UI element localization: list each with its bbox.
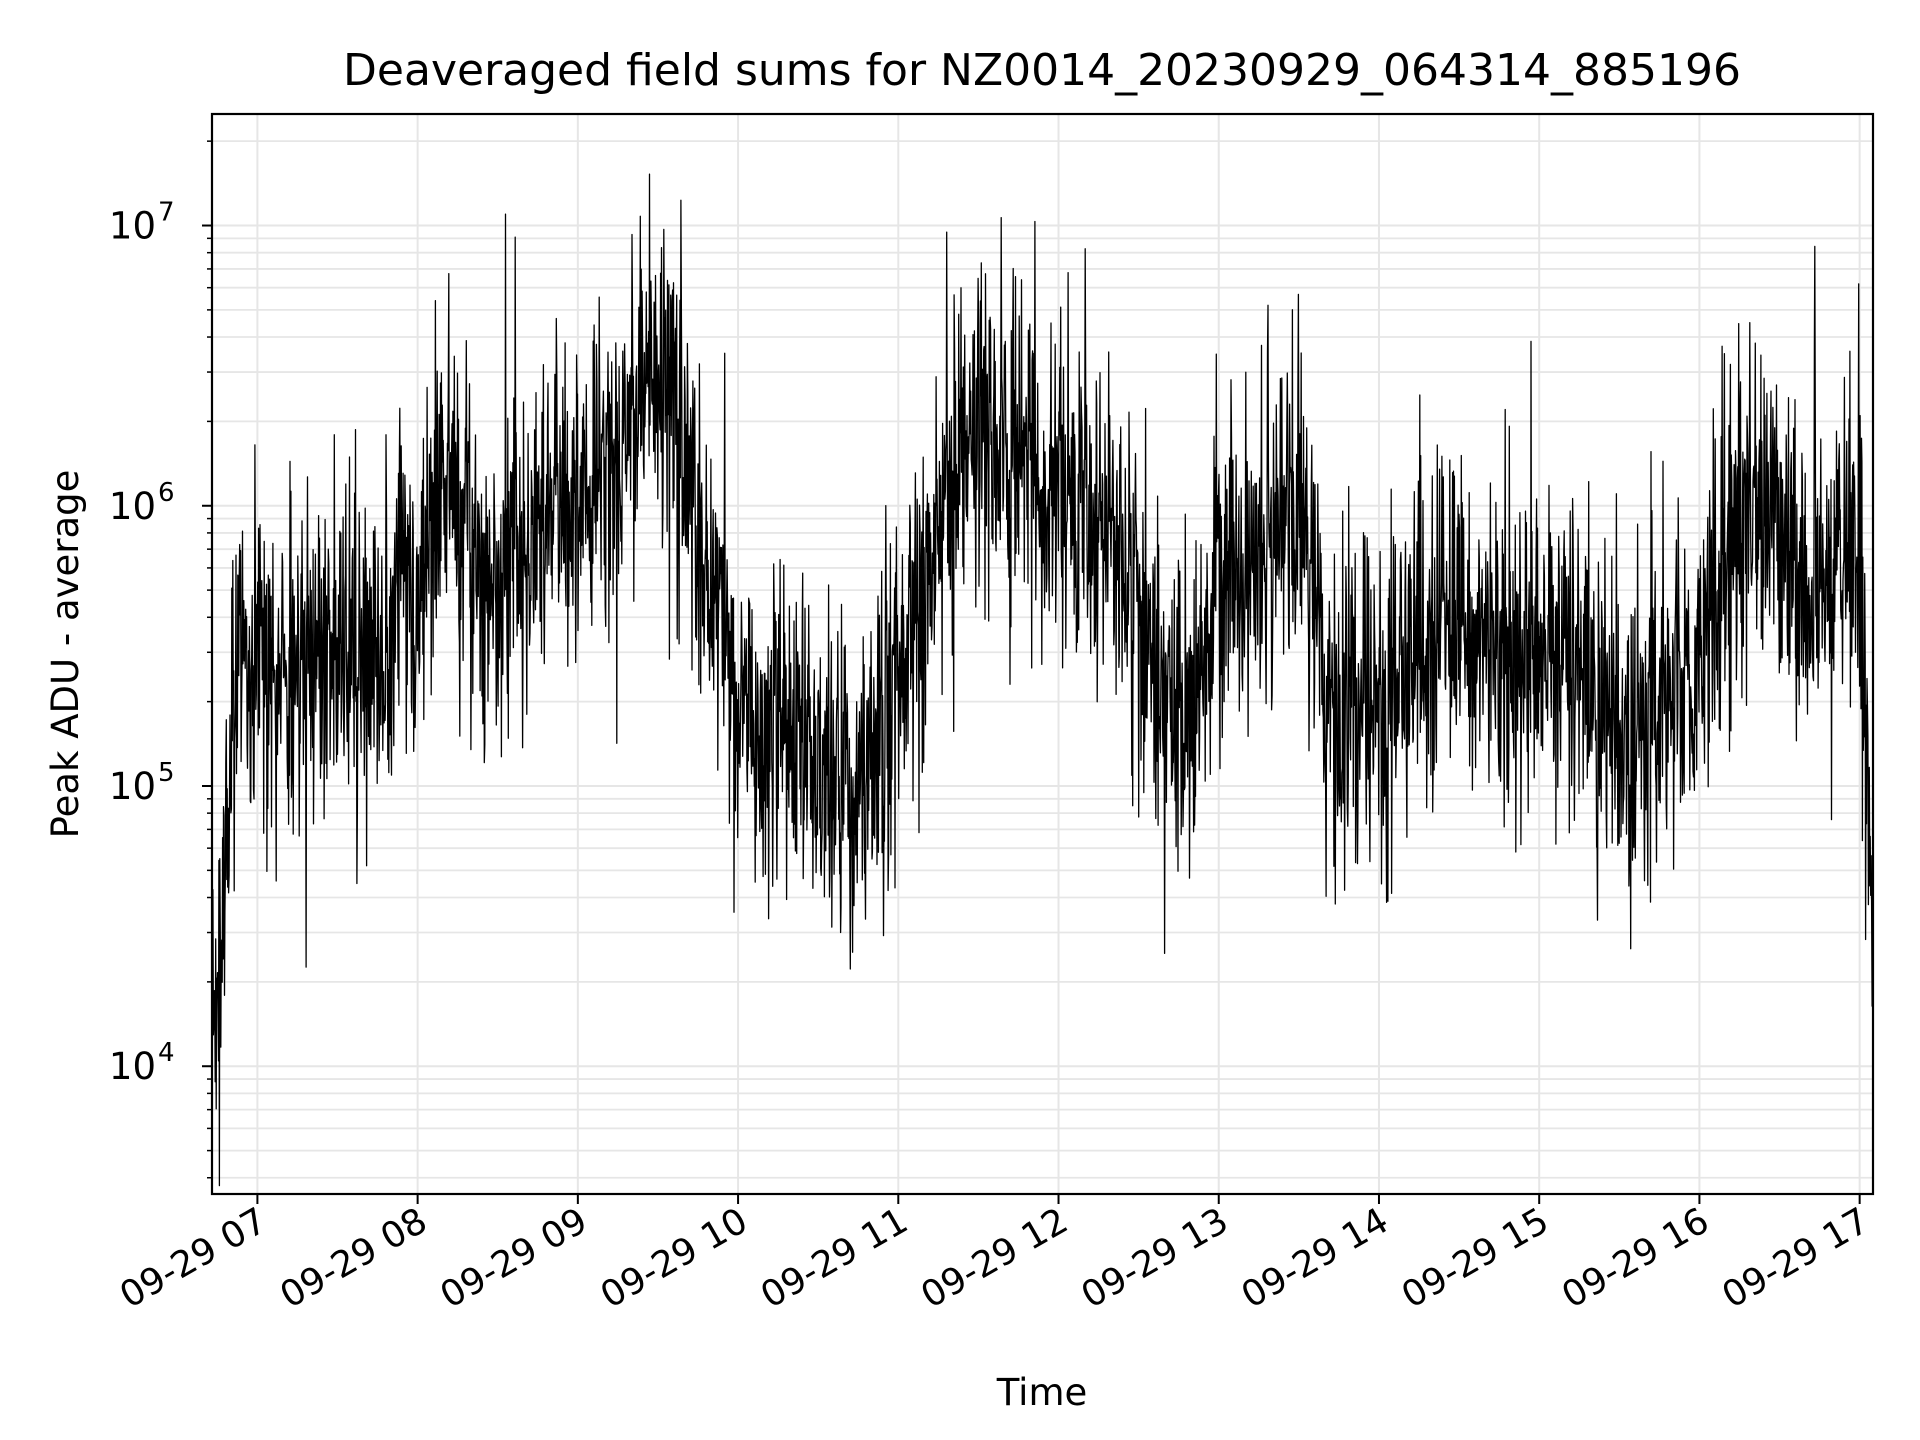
y-tick-base: 10 xyxy=(109,765,156,808)
y-axis-label: Peak ADU - average xyxy=(44,470,87,839)
y-tick-base: 10 xyxy=(109,1045,156,1088)
plot-frame xyxy=(210,112,1875,1196)
y-tick-exponent: 7 xyxy=(158,198,175,228)
y-tick-label: 10 7 xyxy=(109,198,175,248)
x-axis-label: Time xyxy=(996,1371,1088,1414)
y-tick-label: 10 4 xyxy=(109,1038,175,1088)
y-tick-label: 10 5 xyxy=(109,758,175,808)
y-tick-exponent: 6 xyxy=(158,478,175,508)
series-line xyxy=(211,173,1874,1187)
y-tick-base: 10 xyxy=(109,205,156,248)
y-tick-exponent: 4 xyxy=(158,1038,175,1068)
series-group xyxy=(211,173,1874,1187)
y-tick-label: 10 6 xyxy=(109,478,175,528)
y-tick-exponent: 5 xyxy=(158,758,175,788)
chart-title: Deaveraged field sums for NZ0014_2023092… xyxy=(343,45,1741,96)
y-tick-base: 10 xyxy=(109,485,156,528)
